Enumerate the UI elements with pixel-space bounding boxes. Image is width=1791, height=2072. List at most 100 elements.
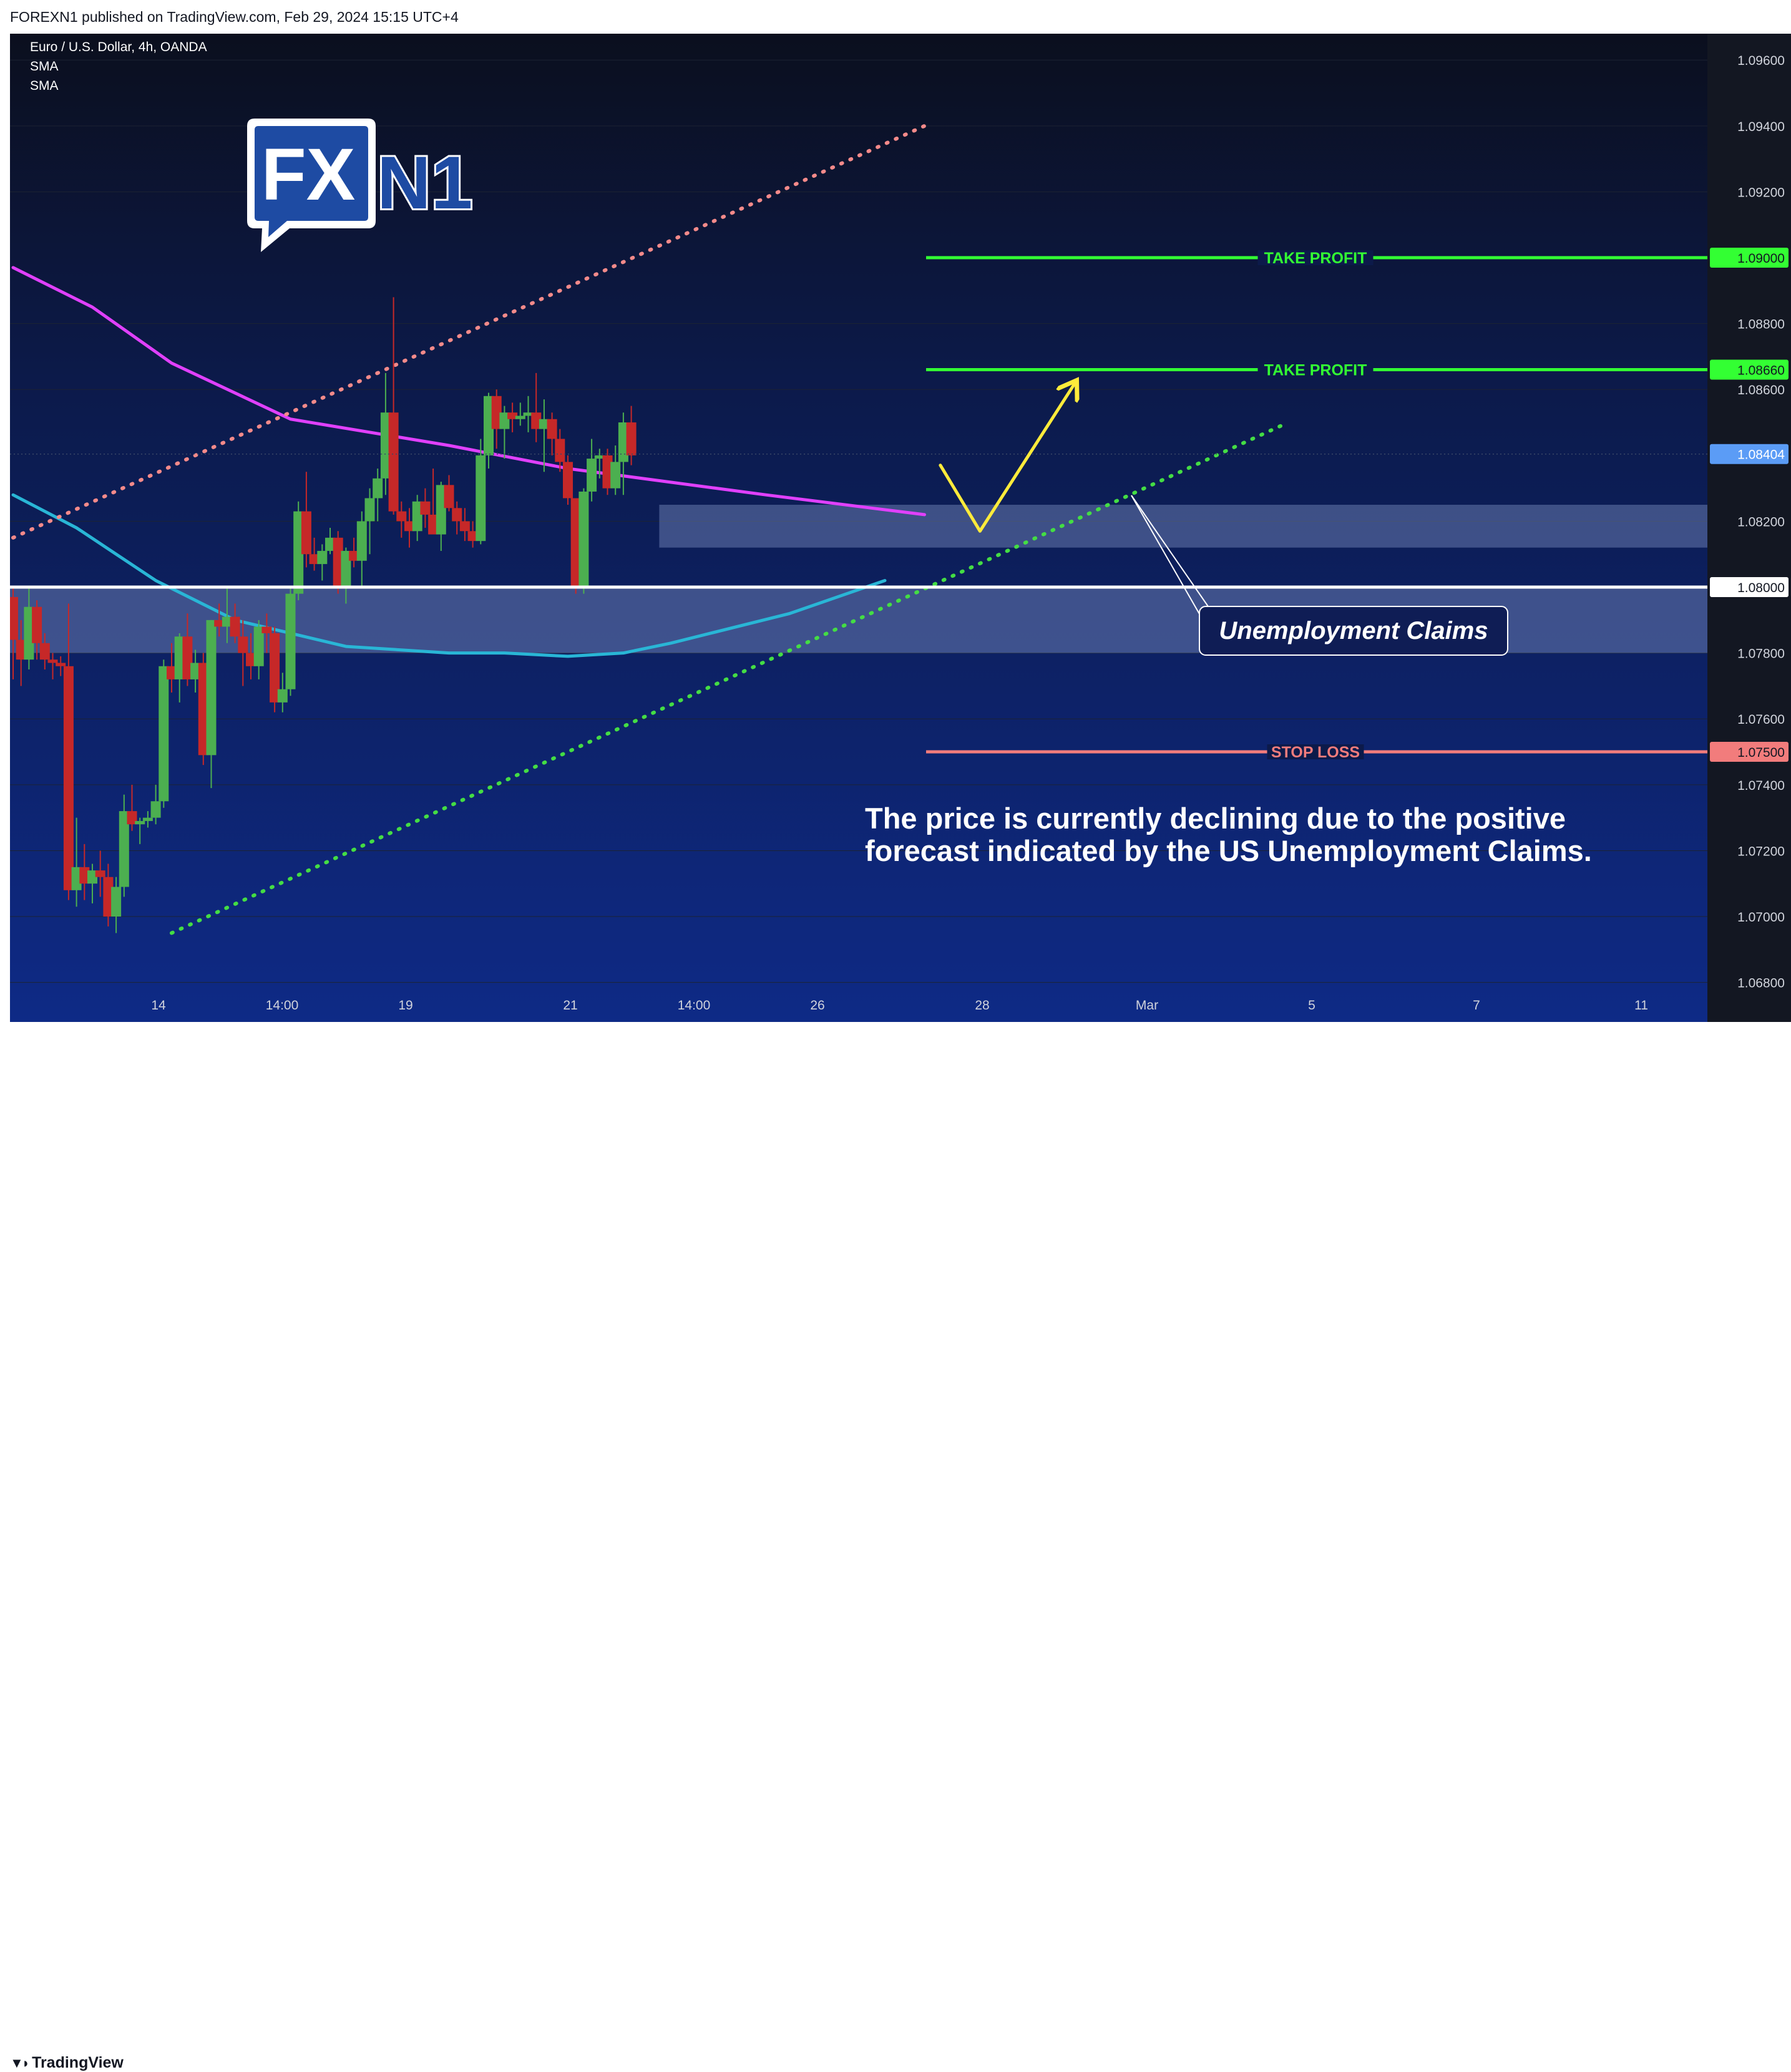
x-tick-label: 14:00 xyxy=(266,998,299,1013)
candle-body xyxy=(309,554,320,565)
sma-line xyxy=(11,493,887,658)
candle-body xyxy=(610,462,621,489)
price-axis-background xyxy=(1707,34,1791,1022)
candle-body xyxy=(523,412,534,416)
candle xyxy=(127,784,137,831)
legend-symbol[interactable]: Euro / U.S. Dollar, 4h, OANDA xyxy=(30,40,207,54)
candle xyxy=(333,531,343,594)
y-tick-label: 1.07200 xyxy=(1737,844,1785,858)
candle-body xyxy=(515,416,525,419)
candle xyxy=(206,620,217,789)
candle xyxy=(71,817,82,907)
candle-body xyxy=(459,521,470,532)
candle xyxy=(79,844,90,900)
price-tag xyxy=(1710,577,1789,598)
legend-sma-2[interactable]: SMA xyxy=(30,79,59,93)
last-price-label: 1.08404 xyxy=(1737,448,1785,462)
trade-levels: TAKE PROFIT TAKE PROFIT STOP LOSS xyxy=(10,250,1707,761)
price-axis[interactable]: 1.09600 1.09400 1.09200 1.08800 1.08600 1.082… xyxy=(1710,54,1789,991)
candle-body xyxy=(404,521,414,532)
candle-body xyxy=(103,877,114,917)
candle xyxy=(459,508,470,542)
candle xyxy=(270,626,280,713)
logo-fx-text: FX xyxy=(261,134,356,216)
x-tick-label: 11 xyxy=(1634,998,1648,1013)
candles xyxy=(10,297,637,933)
candle xyxy=(182,613,193,686)
candle-body xyxy=(547,419,557,439)
candle-body xyxy=(39,643,50,660)
price-tag xyxy=(1710,359,1789,380)
candle-body xyxy=(555,439,565,462)
candle-body xyxy=(484,396,494,455)
candle-body xyxy=(317,550,328,565)
x-tick-label: 14:00 xyxy=(678,998,711,1013)
candle-body xyxy=(499,412,510,429)
fxn1-logo: FX N1 xyxy=(247,119,474,252)
candle-body xyxy=(594,455,605,459)
sma-lines xyxy=(11,266,926,658)
candle-body xyxy=(63,666,74,890)
y-tick-label: 1.09600 xyxy=(1737,54,1785,68)
candle-body xyxy=(190,663,201,679)
candle-body xyxy=(127,811,137,825)
candle-body xyxy=(364,498,375,522)
candle xyxy=(515,402,525,426)
candle-body xyxy=(174,636,185,679)
tradingview-logo[interactable]: ▼◗ TradingView xyxy=(10,2054,124,2072)
x-tick-label: 5 xyxy=(1308,998,1315,1013)
candle-body xyxy=(452,508,462,522)
candle xyxy=(317,544,328,581)
candle xyxy=(484,392,494,469)
candle xyxy=(610,445,621,495)
candle-body xyxy=(47,659,58,663)
candle-body xyxy=(135,820,145,825)
candle-body xyxy=(270,633,280,703)
candle xyxy=(103,863,114,927)
candle xyxy=(444,475,454,512)
candle xyxy=(507,402,518,432)
candle xyxy=(47,653,58,679)
candle xyxy=(563,455,573,505)
note-line-2: forecast indicated by the US Unemploymen… xyxy=(865,834,1592,867)
candle-body xyxy=(142,817,153,821)
candle xyxy=(547,412,557,455)
chart-canvas[interactable]: TAKE PROFIT TAKE PROFIT STOP LOSS Unemploy… xyxy=(10,34,1791,1022)
candle-body xyxy=(444,485,454,508)
candle-body xyxy=(32,606,42,643)
candle-body xyxy=(79,867,90,884)
candle xyxy=(261,613,272,653)
candle-body xyxy=(356,521,367,561)
candle-body xyxy=(10,596,18,640)
level-label: STOP LOSS xyxy=(1271,744,1360,761)
candle-body xyxy=(428,514,439,535)
candle xyxy=(159,659,169,808)
time-axis[interactable]: 14 14:00 19 21 14:00 26 28 Mar 5 7 11 xyxy=(151,998,1648,1013)
note-text: The price is currently declining due to … xyxy=(865,802,1592,867)
candle xyxy=(167,643,177,693)
candle-body xyxy=(246,653,256,666)
candle-body xyxy=(626,422,637,455)
note-line-1: The price is currently declining due to … xyxy=(865,802,1566,835)
candle-body xyxy=(16,640,26,660)
candle-body xyxy=(293,511,304,594)
candle xyxy=(349,537,359,568)
candle xyxy=(380,372,391,495)
candle xyxy=(24,587,34,670)
channel-upper-line xyxy=(11,124,927,540)
candle-body xyxy=(24,606,34,660)
candle-body xyxy=(618,422,628,462)
legend-sma-1[interactable]: SMA xyxy=(30,59,59,74)
candle-body xyxy=(388,412,399,512)
published-info: FOREXN1 published on TradingView.com, Fe… xyxy=(10,9,459,25)
candle-body xyxy=(206,620,217,756)
x-tick-label: 14 xyxy=(151,998,166,1013)
candle-body xyxy=(56,663,66,666)
trend-channel xyxy=(11,124,1283,935)
support-zone xyxy=(659,505,1707,548)
y-tick-label: 1.07600 xyxy=(1737,713,1785,727)
tradingview-brand: TradingView xyxy=(32,2054,124,2071)
chart-area[interactable]: TAKE PROFIT TAKE PROFIT STOP LOSS Unemploy… xyxy=(10,34,1791,1022)
level-label-bg xyxy=(1267,744,1364,760)
candle xyxy=(285,587,296,696)
